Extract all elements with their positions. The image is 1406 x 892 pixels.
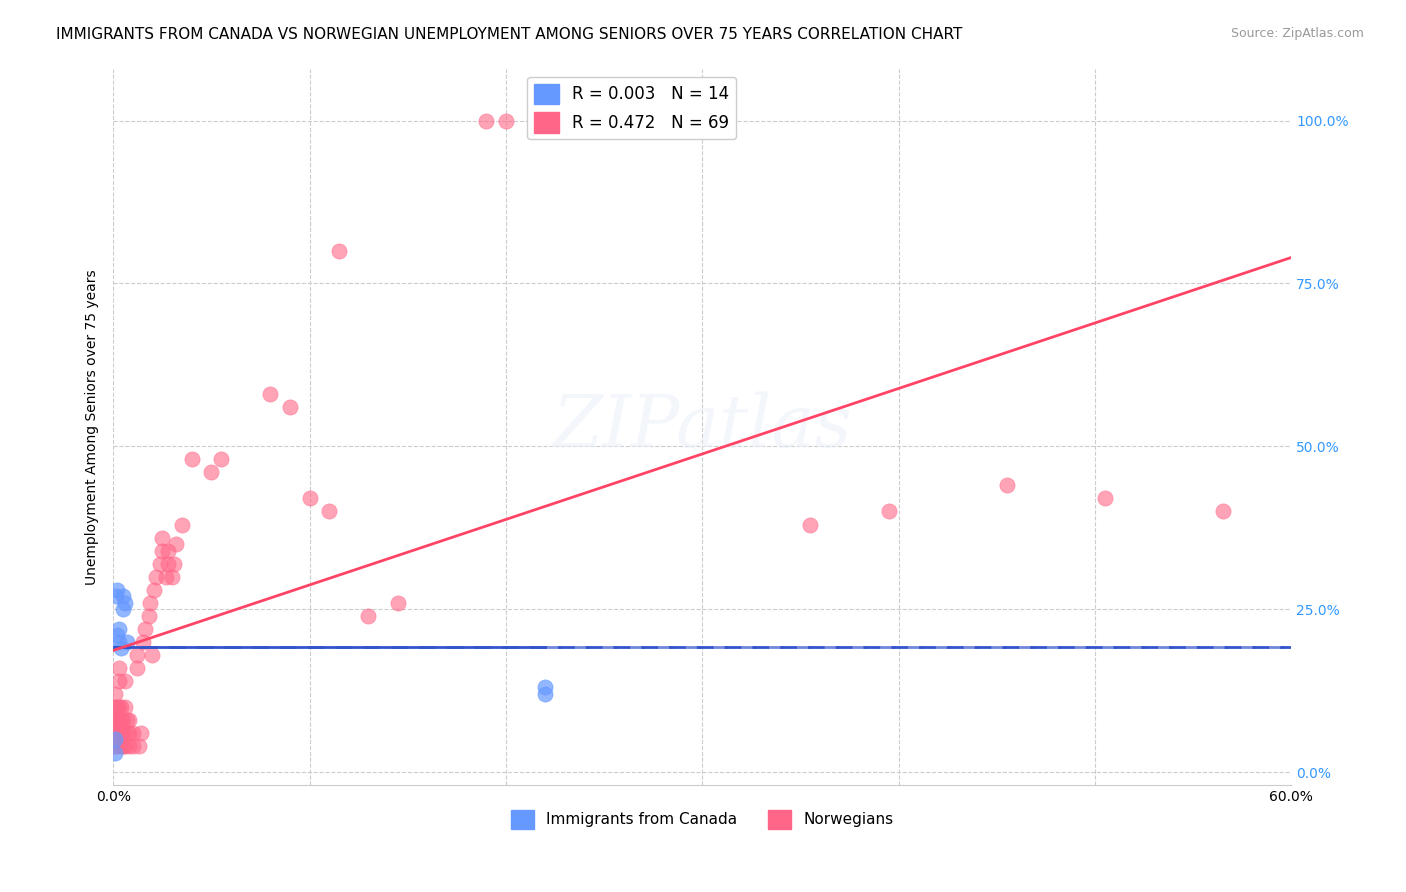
Point — [115, 713, 138, 727]
Point — [115, 634, 138, 648]
Point — [995, 478, 1018, 492]
Point — [105, 582, 128, 597]
Point — [104, 687, 127, 701]
Point — [121, 726, 143, 740]
Point — [111, 739, 134, 753]
Point — [105, 739, 128, 753]
Point — [111, 713, 134, 727]
Point — [105, 713, 128, 727]
Point — [155, 569, 177, 583]
Point — [165, 537, 187, 551]
Point — [104, 739, 127, 753]
Point — [200, 466, 222, 480]
Point — [145, 569, 167, 583]
Point — [108, 622, 131, 636]
Point — [170, 517, 193, 532]
Point — [131, 634, 153, 648]
Point — [125, 648, 148, 662]
Point — [278, 401, 301, 415]
Point — [111, 602, 134, 616]
Point — [328, 244, 350, 258]
Point — [105, 726, 128, 740]
Point — [110, 739, 132, 753]
Legend: Immigrants from Canada, Norwegians: Immigrants from Canada, Norwegians — [505, 804, 900, 835]
Point — [111, 589, 134, 603]
Point — [110, 641, 132, 656]
Point — [160, 569, 183, 583]
Point — [118, 726, 141, 740]
Point — [108, 713, 131, 727]
Point — [118, 739, 141, 753]
Point — [104, 746, 127, 760]
Point — [118, 713, 141, 727]
Point — [134, 622, 156, 636]
Point — [108, 700, 131, 714]
Point — [114, 673, 136, 688]
Point — [143, 582, 166, 597]
Point — [115, 726, 138, 740]
Point — [157, 557, 180, 571]
Point — [163, 557, 186, 571]
Point — [1094, 491, 1116, 506]
Point — [108, 673, 131, 688]
Point — [114, 700, 136, 714]
Point — [259, 387, 281, 401]
Point — [877, 504, 900, 518]
Point — [139, 596, 162, 610]
Y-axis label: Unemployment Among Seniors over 75 years: Unemployment Among Seniors over 75 years — [86, 269, 100, 584]
Point — [141, 648, 163, 662]
Point — [149, 557, 172, 571]
Point — [104, 726, 127, 740]
Point — [799, 517, 821, 532]
Point — [495, 113, 517, 128]
Point — [105, 628, 128, 642]
Point — [104, 700, 127, 714]
Point — [150, 531, 173, 545]
Point — [114, 739, 136, 753]
Point — [110, 726, 132, 740]
Point — [125, 661, 148, 675]
Point — [209, 452, 232, 467]
Point — [128, 739, 150, 753]
Point — [180, 452, 202, 467]
Point — [110, 700, 132, 714]
Point — [111, 726, 134, 740]
Point — [104, 713, 127, 727]
Point — [110, 713, 132, 727]
Point — [129, 726, 152, 740]
Point — [157, 543, 180, 558]
Point — [114, 596, 136, 610]
Text: Source: ZipAtlas.com: Source: ZipAtlas.com — [1230, 27, 1364, 40]
Point — [534, 681, 557, 695]
Point — [108, 726, 131, 740]
Point — [138, 608, 160, 623]
Point — [108, 634, 131, 648]
Point — [108, 661, 131, 675]
Point — [1212, 504, 1234, 518]
Point — [298, 491, 321, 506]
Text: IMMIGRANTS FROM CANADA VS NORWEGIAN UNEMPLOYMENT AMONG SENIORS OVER 75 YEARS COR: IMMIGRANTS FROM CANADA VS NORWEGIAN UNEM… — [56, 27, 963, 42]
Point — [121, 739, 143, 753]
Point — [105, 589, 128, 603]
Point — [475, 113, 498, 128]
Point — [318, 504, 340, 518]
Point — [105, 700, 128, 714]
Point — [357, 608, 380, 623]
Point — [387, 596, 409, 610]
Point — [150, 543, 173, 558]
Point — [681, 101, 703, 115]
Point — [104, 732, 127, 747]
Point — [534, 687, 557, 701]
Text: ZIPatlas: ZIPatlas — [553, 392, 852, 462]
